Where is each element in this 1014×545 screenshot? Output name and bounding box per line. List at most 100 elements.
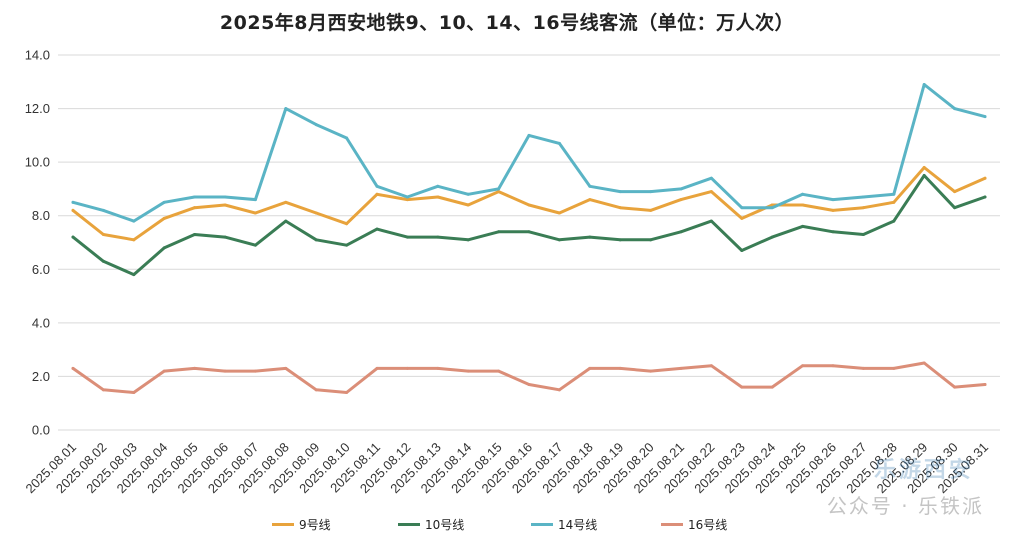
data-point — [466, 192, 470, 196]
data-point — [861, 206, 865, 210]
data-point — [223, 195, 227, 199]
data-point — [831, 198, 835, 202]
legend-item-line9: 9号线 — [272, 516, 331, 533]
data-point — [557, 388, 561, 392]
data-point — [314, 388, 318, 392]
data-point — [466, 203, 470, 207]
data-point — [861, 366, 865, 370]
data-point — [497, 369, 501, 373]
data-point — [709, 176, 713, 180]
data-point — [527, 203, 531, 207]
data-point — [740, 216, 744, 220]
data-point — [284, 200, 288, 204]
data-point — [922, 361, 926, 365]
legend-item-line14: 14号线 — [531, 516, 597, 533]
data-point — [162, 200, 166, 204]
data-point — [436, 195, 440, 199]
legend-item-line16: 16号线 — [661, 516, 727, 533]
data-point — [983, 382, 987, 386]
data-point — [649, 208, 653, 212]
data-point — [588, 184, 592, 188]
data-point — [861, 195, 865, 199]
legend: 9号线 10号线 14号线 16号线 — [0, 516, 1014, 536]
data-point — [345, 243, 349, 247]
data-point — [527, 382, 531, 386]
data-point — [345, 136, 349, 140]
data-point — [740, 206, 744, 210]
legend-label-line14: 14号线 — [558, 518, 598, 532]
data-point — [405, 198, 409, 202]
data-point — [679, 187, 683, 191]
data-point — [892, 200, 896, 204]
data-point — [375, 227, 379, 231]
data-point — [101, 208, 105, 212]
data-point — [618, 190, 622, 194]
data-point — [588, 235, 592, 239]
data-point — [588, 198, 592, 202]
data-point — [101, 259, 105, 263]
data-point — [679, 230, 683, 234]
y-tick-label: 14.0 — [25, 48, 50, 63]
data-point — [922, 166, 926, 169]
legend-swatch-line16 — [661, 523, 683, 526]
data-point — [345, 222, 349, 226]
data-point — [892, 366, 896, 370]
data-point — [193, 195, 197, 199]
data-point — [71, 208, 75, 212]
data-point — [801, 203, 805, 207]
series-3 — [71, 361, 987, 394]
series-line — [71, 83, 987, 223]
data-point — [436, 235, 440, 239]
data-point — [953, 385, 957, 389]
data-point — [801, 192, 805, 196]
data-point — [284, 107, 288, 111]
data-point — [405, 366, 409, 370]
data-point — [527, 133, 531, 137]
data-point — [740, 249, 744, 253]
data-point — [314, 211, 318, 215]
data-point — [314, 238, 318, 242]
data-point — [679, 366, 683, 370]
legend-label-line9: 9号线 — [299, 518, 331, 532]
data-point — [497, 190, 501, 194]
data-point — [284, 366, 288, 370]
data-point — [132, 238, 136, 242]
data-point — [223, 203, 227, 207]
y-tick-label: 4.0 — [32, 315, 50, 330]
data-point — [466, 238, 470, 242]
data-point — [132, 391, 136, 394]
data-point — [618, 238, 622, 242]
watermark-brand: 乐游西安 — [873, 458, 974, 483]
data-point — [375, 184, 379, 188]
data-point — [284, 219, 288, 223]
series-2 — [71, 82, 987, 223]
data-point — [618, 366, 622, 370]
x-axis-ticks: 2025.08.012025.08.022025.08.032025.08.04… — [22, 440, 991, 497]
data-point — [922, 174, 926, 178]
data-point — [71, 200, 75, 204]
data-point — [375, 366, 379, 370]
data-point — [892, 219, 896, 223]
data-point — [770, 235, 774, 239]
data-point — [405, 235, 409, 239]
gridlines — [58, 54, 1000, 431]
data-point — [527, 230, 531, 234]
data-point — [466, 369, 470, 373]
data-point — [162, 246, 166, 250]
watermark-account: 公众号 · 乐铁派 — [826, 494, 984, 518]
data-point — [436, 184, 440, 188]
data-point — [649, 190, 653, 194]
data-point — [223, 235, 227, 239]
data-point — [953, 190, 957, 194]
data-point — [193, 206, 197, 210]
data-point — [101, 388, 105, 392]
data-point — [831, 230, 835, 234]
legend-label-line16: 16号线 — [688, 518, 728, 532]
data-point — [770, 385, 774, 389]
data-point — [709, 219, 713, 223]
data-point — [831, 208, 835, 212]
data-point — [193, 366, 197, 370]
y-axis-ticks: 0.0 2.0 4.0 6.0 8.0 10.0 12.0 14.0 — [25, 48, 50, 438]
data-point — [253, 198, 257, 202]
